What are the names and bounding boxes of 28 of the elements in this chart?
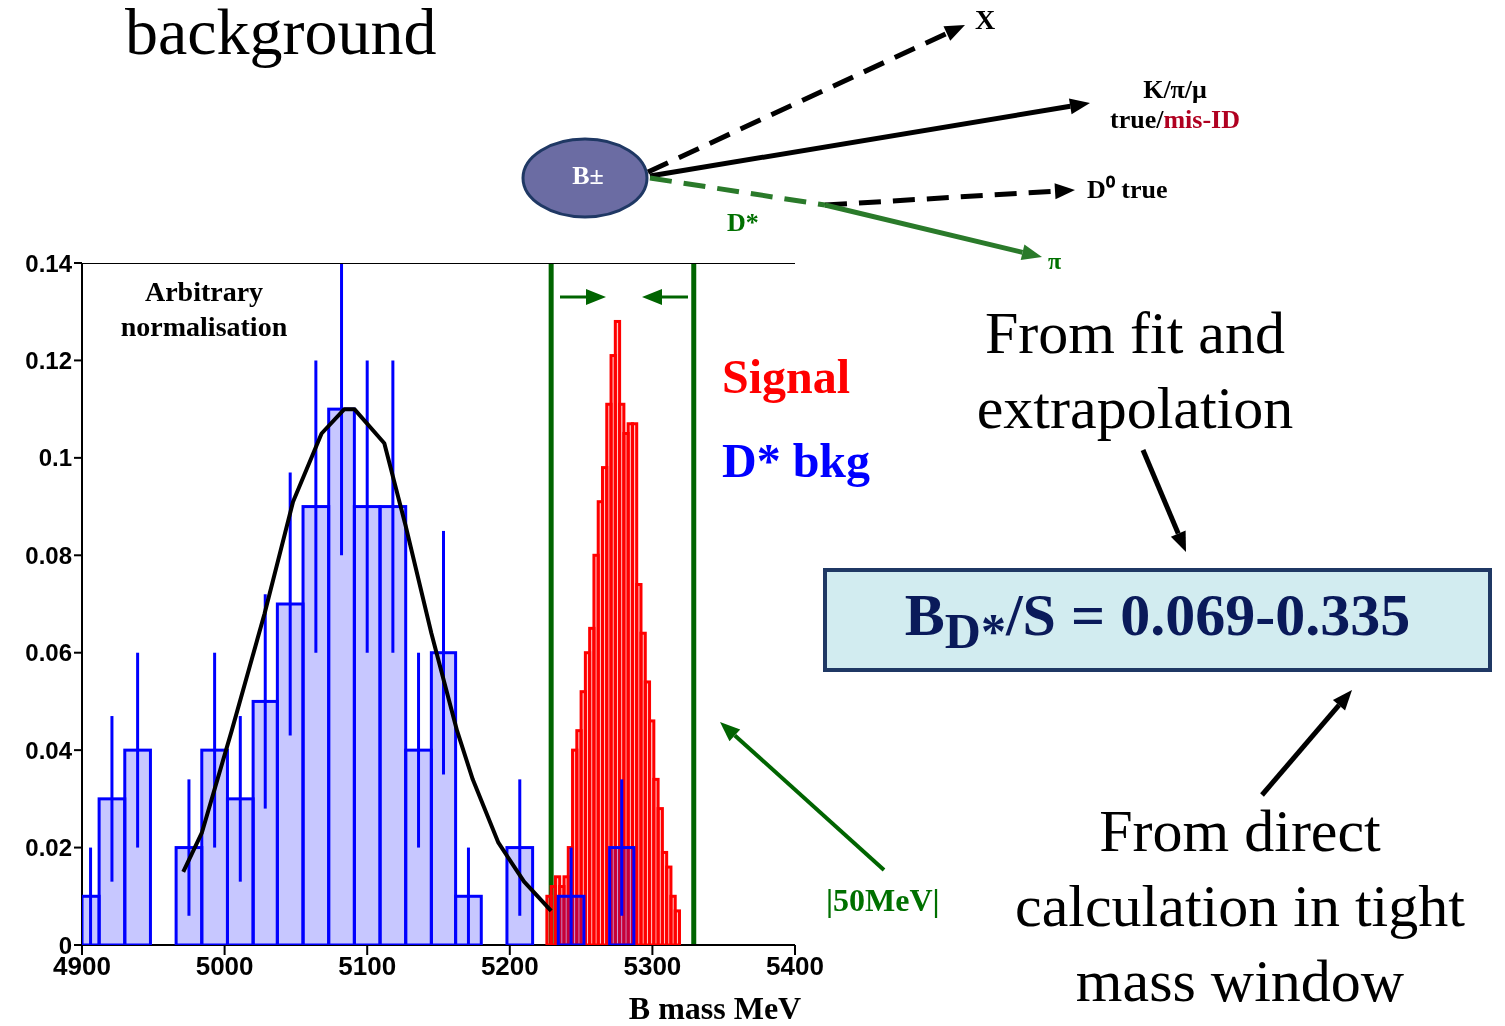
x-tick-label: 5200 — [480, 951, 539, 982]
series-label: Signal — [722, 350, 851, 403]
x-tick-label: 5300 — [623, 951, 682, 982]
x-tick-label: 5400 — [766, 951, 824, 982]
y-tick-label: 0.14 — [25, 249, 73, 277]
text: true/mis-ID — [1109, 104, 1241, 136]
text: X — [975, 4, 996, 35]
text: D* bkg — [722, 434, 871, 487]
text: π — [1048, 248, 1062, 274]
text: D⁰ true — [1087, 175, 1168, 204]
x-tick-label: 5000 — [195, 951, 254, 982]
text: K/π/μ — [1143, 75, 1207, 104]
text: From direct calculation in tight mass window — [1015, 798, 1465, 1014]
y-tick-label: 0.08 — [25, 541, 72, 569]
y-tick-label: 0.04 — [25, 736, 73, 764]
y-tick-label: 0.1 — [38, 444, 72, 472]
annotation: Arbitrary normalisation — [120, 276, 288, 342]
x-tick-label: 5100 — [338, 951, 397, 982]
text: B± — [572, 161, 604, 190]
text: From fit and extrapolation — [976, 300, 1294, 441]
text-box: B$_{D*}$/S = 0.069-0.335 — [823, 568, 1492, 672]
text: D* — [727, 208, 759, 237]
x-axis-title: B mass MeV — [628, 990, 802, 1026]
chart-title: background — [125, 0, 437, 68]
text: |50MeV| — [826, 882, 940, 918]
y-tick-label: 0.02 — [25, 834, 72, 862]
y-tick-label: 0.12 — [25, 346, 72, 374]
y-tick-label: 0.06 — [25, 639, 72, 667]
